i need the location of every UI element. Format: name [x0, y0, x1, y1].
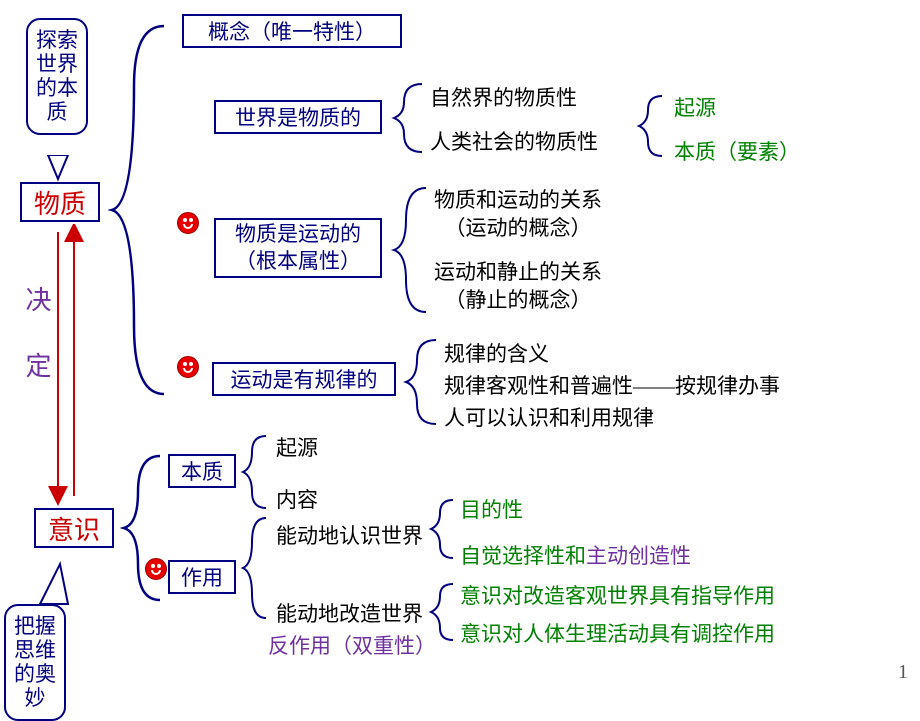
callout-grasp: 把握思维的奥妙 [4, 604, 66, 721]
text-motion-still: 运动和静止的关系 （静止的概念） [434, 258, 602, 315]
brace-consciousness [116, 448, 170, 608]
box-world-material-text: 世界是物质的 [235, 102, 361, 132]
brace-function [238, 510, 274, 626]
box-function: 作用 [168, 560, 236, 594]
text-ess-origin: 起源 [276, 432, 318, 462]
text-ess-origin-span: 起源 [276, 436, 318, 460]
text-reg-meaning-span: 规律的含义 [444, 342, 549, 366]
text-origin-green: 起源 [674, 92, 716, 122]
text-reg-recog: 人可以认识和利用规律 [444, 402, 654, 432]
smiley-icon-3 [145, 558, 167, 580]
text-reg-obj-span: 规律客观性和普遍性——按规律办事 [444, 374, 780, 398]
box-function-text: 作用 [181, 562, 223, 592]
text-transform-span: 能动地改造世界 [276, 602, 423, 626]
text-purpose: 目的性 [460, 494, 523, 524]
text-reverse-span: 反作用（双重性） [268, 634, 436, 658]
box-essence: 本质 [168, 454, 236, 488]
brace-understand [426, 494, 460, 564]
text-matter-motion: 物质和运动的关系 （运动的概念） [434, 186, 602, 243]
text-selective: 自觉选择性和 [460, 544, 586, 568]
brace-world [388, 78, 428, 158]
node-matter: 物质 [20, 182, 100, 222]
node-matter-text: 物质 [34, 184, 86, 221]
page-number: 1 [898, 661, 908, 684]
relation-label-text: 决定 [22, 286, 51, 418]
text-motion-still-span: 运动和静止的关系 （静止的概念） [434, 260, 602, 312]
text-understand-span: 能动地认识世界 [276, 524, 423, 548]
text-ess-content: 内容 [276, 484, 318, 514]
text-reg-meaning: 规律的含义 [444, 338, 549, 368]
text-creative: 主动创造性 [586, 544, 691, 568]
box-world-material: 世界是物质的 [214, 100, 382, 134]
brace-regular [400, 334, 444, 430]
text-transform: 能动地改造世界 [276, 598, 423, 628]
text-regulate-span: 意识对人体生理活动具有调控作用 [460, 622, 775, 646]
brace-society [634, 90, 668, 162]
box-concept: 概念（唯一特性） [182, 14, 402, 48]
text-reg-recog-span: 人可以认识和利用规律 [444, 406, 654, 430]
brace-moving [388, 180, 434, 320]
text-matter-motion-span: 物质和运动的关系 （运动的概念） [434, 188, 602, 240]
callout-bottom-tail [38, 560, 78, 606]
node-consciousness-text: 意识 [48, 510, 100, 547]
relation-label: 决定 [18, 286, 55, 418]
text-society: 人类社会的物质性 [430, 126, 598, 156]
text-regulate: 意识对人体生理活动具有调控作用 [460, 618, 775, 648]
text-guide: 意识对改造客观世界具有指导作用 [460, 580, 775, 610]
smiley-icon-2 [177, 356, 199, 378]
box-matter-moving: 物质是运动的 （根本属性） [214, 218, 382, 278]
text-origin-green-span: 起源 [674, 96, 716, 120]
text-understand: 能动地认识世界 [276, 520, 423, 550]
text-nature: 自然界的物质性 [430, 82, 577, 112]
box-essence-text: 本质 [181, 456, 223, 486]
brace-essence [238, 430, 274, 514]
text-selective-group: 自觉选择性和主动创造性 [460, 540, 691, 570]
text-reg-obj: 规律客观性和普遍性——按规律办事 [444, 370, 780, 400]
text-essence-green-span: 本质（要素） [674, 140, 800, 164]
text-essence-green: 本质（要素） [674, 136, 800, 166]
box-matter-moving-text: 物质是运动的 （根本属性） [235, 221, 361, 276]
smiley-icon-1 [177, 212, 199, 234]
text-reverse: 反作用（双重性） [268, 630, 436, 660]
text-society-span: 人类社会的物质性 [430, 130, 598, 154]
brace-matter [104, 16, 174, 404]
box-regular-text: 运动是有规律的 [231, 364, 378, 394]
callout-explore: 探索世界的本质 [26, 18, 88, 135]
box-regular: 运动是有规律的 [212, 362, 396, 396]
text-purpose-span: 目的性 [460, 498, 523, 522]
page-number-text: 1 [898, 661, 908, 683]
callout-explore-text: 探索世界的本质 [36, 28, 78, 124]
box-concept-text: 概念（唯一特性） [208, 16, 376, 46]
node-consciousness: 意识 [34, 508, 114, 548]
callout-grasp-text: 把握思维的奥妙 [14, 614, 56, 710]
text-nature-span: 自然界的物质性 [430, 86, 577, 110]
text-ess-content-span: 内容 [276, 488, 318, 512]
text-guide-span: 意识对改造客观世界具有指导作用 [460, 584, 775, 608]
